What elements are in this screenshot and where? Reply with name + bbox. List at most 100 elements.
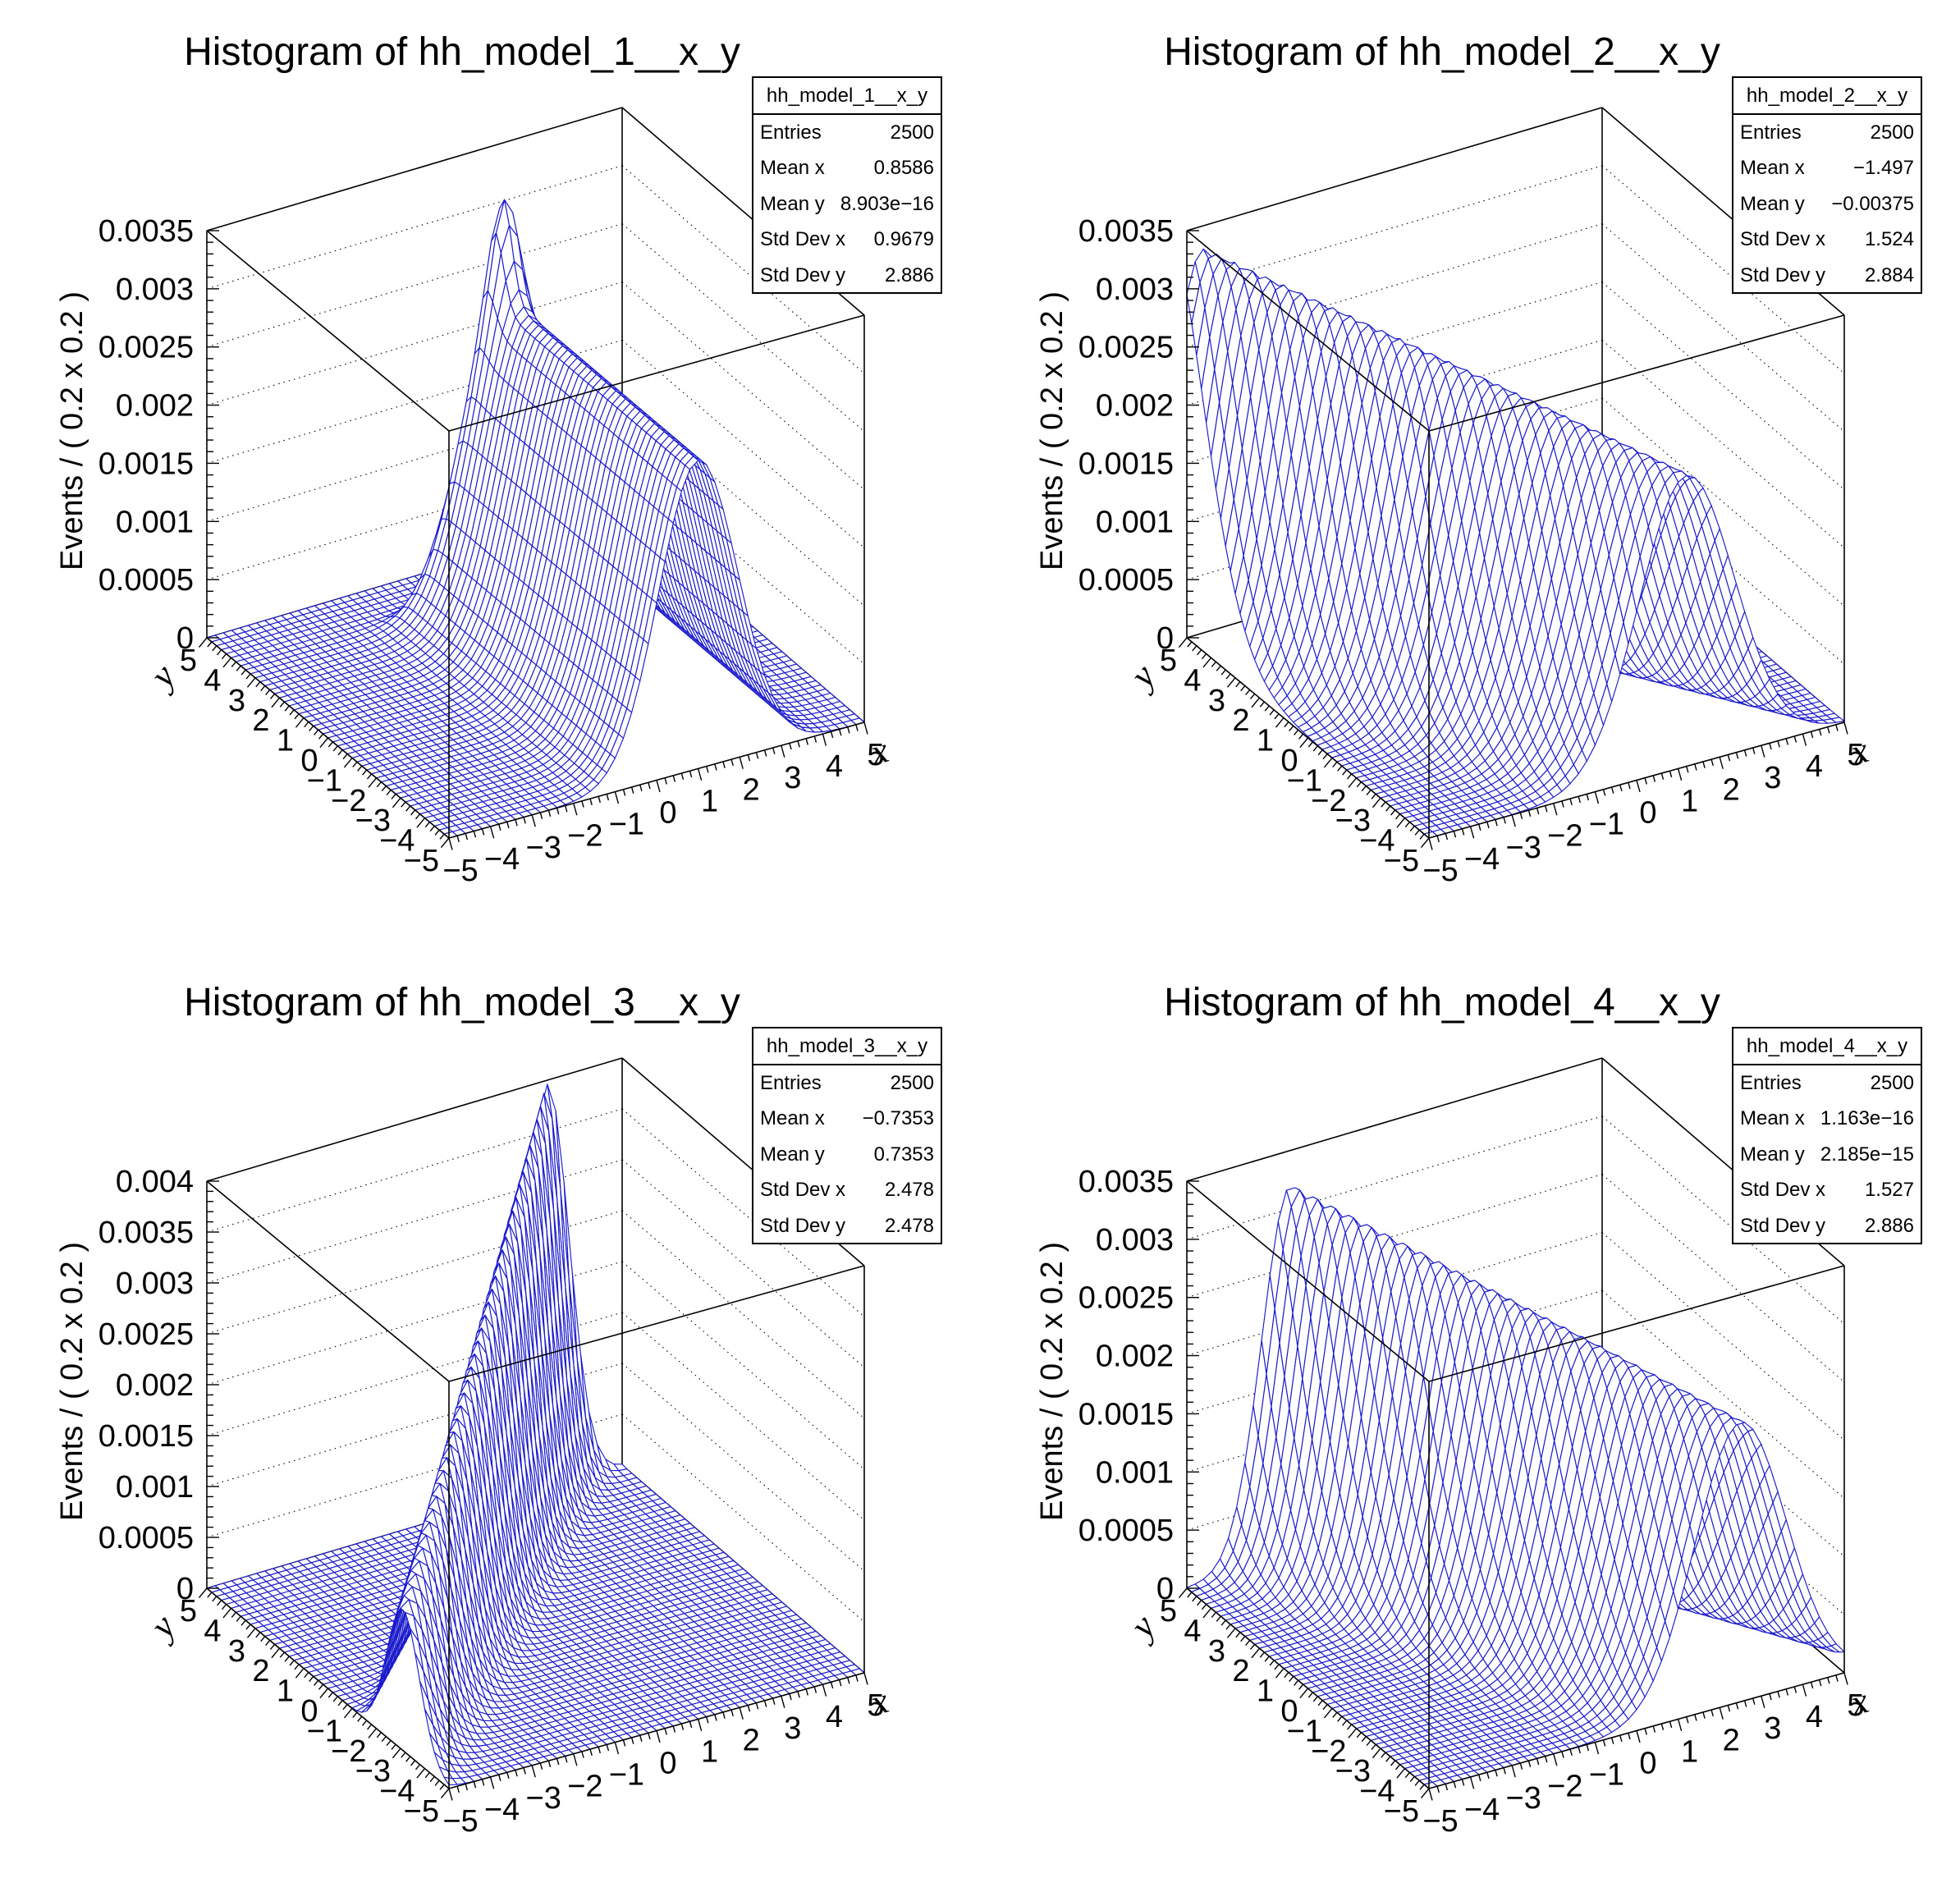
x-axis-label: −4: [1464, 842, 1500, 877]
x-axis-tick: [1660, 772, 1665, 780]
x-axis-tick: [1586, 794, 1590, 801]
stats-row: Mean y 2.185e−15: [1733, 1137, 1921, 1173]
y-axis-tick: [295, 1668, 305, 1679]
stats-row-label: Entries: [1740, 1071, 1802, 1094]
x-axis-tick: [1578, 796, 1581, 804]
box-top-edge-left: [206, 1057, 623, 1182]
stats-row-label: Std Dev x: [760, 1179, 846, 1202]
x-axis-tick: [1428, 837, 1433, 850]
y-axis-tick: [1197, 1600, 1202, 1606]
mesh-band: [419, 1680, 500, 1778]
x-axis-tick: [830, 731, 834, 739]
y-axis-tick: [366, 773, 373, 780]
x-axis-tick: [1536, 1758, 1540, 1766]
y-axis-tick: [1312, 1696, 1318, 1702]
y-axis-label: −1: [307, 763, 342, 798]
y-axis-tick: [1187, 1592, 1193, 1598]
y-axis-tick: [271, 697, 281, 708]
z-axis-label: 0.0035: [98, 1216, 194, 1250]
x-axis-tick: [539, 812, 543, 819]
y-axis-label: −1: [1287, 1714, 1322, 1748]
x-axis-tick: [813, 1686, 817, 1693]
y-axis-tick: [352, 761, 358, 767]
stats-row-value: 2.886: [884, 263, 934, 286]
x-axis-label: 4: [1806, 749, 1823, 784]
y-axis-tick: [1235, 681, 1241, 688]
y-axis-tick: [1226, 1628, 1236, 1638]
y-axis-tick: [401, 1752, 406, 1758]
y-axis-tick: [440, 837, 450, 848]
x-axis-tick: [1727, 1705, 1731, 1712]
stats-row-value: 2.478: [884, 1214, 934, 1237]
y-axis-tick: [294, 1664, 300, 1670]
x-axis-tick: [1719, 757, 1724, 769]
mesh-band: [323, 1496, 666, 1732]
mesh-band: [1288, 482, 1671, 723]
y-axis-label: 0: [300, 744, 318, 778]
y-axis-tick: [1284, 721, 1289, 728]
axes: −5 −4 −3 −2 −1 0 1 2 3 4 5−5−4−3−2−101234500.00050…: [1035, 214, 1873, 888]
x-axis-tick: [589, 798, 593, 805]
y-axis-label: −4: [379, 824, 414, 859]
mesh-band: [405, 1611, 524, 1770]
stats-row: Mean y 8.903e−16: [753, 186, 941, 222]
x-axis-tick: [863, 721, 868, 735]
x-axis-label: −4: [484, 842, 520, 877]
y-axis-tick: [1322, 754, 1328, 760]
y-axis-tick: [1226, 677, 1236, 688]
x-axis-tick: [481, 828, 485, 836]
mesh-band: [1298, 1669, 1654, 1712]
y-axis-tick: [391, 1743, 396, 1750]
stats-row-value: 2500: [1870, 1071, 1914, 1094]
box-top-edge-left: [206, 107, 623, 231]
x-axis-tick: [1436, 835, 1440, 843]
x-axis-tick: [565, 1756, 568, 1763]
x-axis-label: 0: [659, 1747, 676, 1781]
y-axis-label: 2: [1232, 1654, 1249, 1688]
y-axis-tick: [1178, 637, 1188, 648]
y-axis-tick: [236, 665, 241, 671]
x-axis-tick: [838, 729, 842, 736]
x-axis-tick: [614, 791, 620, 804]
y-axis-tick: [1289, 1675, 1294, 1682]
x-axis-tick: [672, 775, 676, 782]
box-front-frame: [1186, 1180, 1845, 1789]
z-axis-label: 0.001: [1096, 1455, 1174, 1490]
x-axis-label: 0: [1639, 796, 1656, 831]
stats-row: Mean x −0.7353: [753, 1102, 941, 1138]
y-axis-tick: [1419, 1784, 1425, 1790]
mesh-band: [313, 1482, 682, 1727]
y-axis-label: −4: [1359, 824, 1394, 859]
mesh-band: [1355, 775, 1555, 803]
stats-row: Mean x −1.497: [1733, 151, 1921, 187]
stats-row-value: −1.497: [1852, 157, 1914, 180]
y-axis-tick: [1294, 729, 1299, 735]
y-axis-tick: [416, 818, 426, 828]
x-axis-label: −1: [1589, 808, 1624, 842]
mesh-band: [269, 427, 757, 717]
y-axis-tick: [424, 822, 430, 828]
y-axis-tick: [410, 1760, 416, 1766]
x-axis-tick: [739, 757, 744, 769]
mesh-band: [414, 1652, 508, 1775]
x-axis-tick: [813, 735, 817, 743]
y-axis-tick: [198, 637, 208, 648]
x-axis-tick: [664, 777, 667, 785]
x-axis-tick: [1619, 784, 1623, 792]
y-axis-tick: [265, 689, 271, 696]
x-axis-tick: [781, 745, 785, 758]
y-axis-label: 3: [228, 1634, 245, 1669]
x-axis-tick: [1669, 771, 1673, 778]
y-axis-tick: [414, 1764, 421, 1770]
y-axis-tick: [217, 649, 222, 656]
y-axis-label: −3: [1335, 804, 1371, 838]
surface-mesh: [1186, 248, 1845, 839]
x-axis-tick: [448, 1788, 453, 1801]
x-axis-label: 0: [659, 796, 676, 831]
mesh-band: [547, 1083, 666, 1506]
y-axis-tick: [343, 757, 353, 768]
x-axis-tick: [639, 784, 643, 792]
y-axis-tick: [401, 801, 406, 808]
x-axis-tick: [1636, 780, 1641, 793]
